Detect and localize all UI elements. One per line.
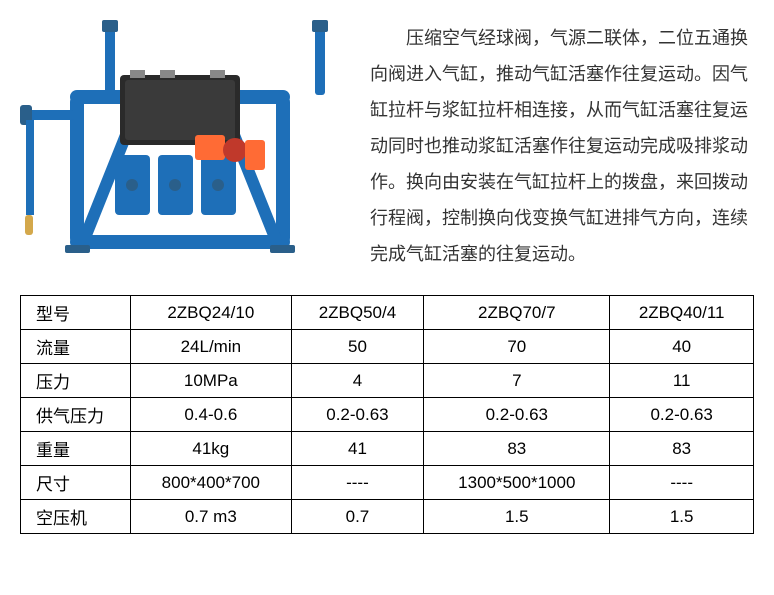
cell: 0.2-0.63 bbox=[610, 398, 754, 432]
table-row: 空压机 0.7 m3 0.7 1.5 1.5 bbox=[21, 500, 754, 534]
cell: 1.5 bbox=[610, 500, 754, 534]
row-label: 供气压力 bbox=[21, 398, 131, 432]
header-col1: 2ZBQ24/10 bbox=[131, 296, 292, 330]
table-row: 压力 10MPa 4 7 11 bbox=[21, 364, 754, 398]
cell: 41 bbox=[291, 432, 424, 466]
header-model: 型号 bbox=[21, 296, 131, 330]
description-text: 压缩空气经球阀，气源二联体，二位五通换向阀进入气缸，推动气缸活塞作往复运动。因气… bbox=[370, 15, 754, 275]
table-header-row: 型号 2ZBQ24/10 2ZBQ50/4 2ZBQ70/7 2ZBQ40/11 bbox=[21, 296, 754, 330]
table-row: 供气压力 0.4-0.6 0.2-0.63 0.2-0.63 0.2-0.63 bbox=[21, 398, 754, 432]
top-section: 压缩空气经球阀，气源二联体，二位五通换向阀进入气缸，推动气缸活塞作往复运动。因气… bbox=[20, 15, 754, 275]
cell: 0.7 m3 bbox=[131, 500, 292, 534]
cell: 24L/min bbox=[131, 330, 292, 364]
row-label: 空压机 bbox=[21, 500, 131, 534]
header-col2: 2ZBQ50/4 bbox=[291, 296, 424, 330]
table-row: 重量 41kg 41 83 83 bbox=[21, 432, 754, 466]
cell: ---- bbox=[291, 466, 424, 500]
cell: 0.7 bbox=[291, 500, 424, 534]
cell: 0.4-0.6 bbox=[131, 398, 292, 432]
cell: 10MPa bbox=[131, 364, 292, 398]
cell: 800*400*700 bbox=[131, 466, 292, 500]
row-label: 压力 bbox=[21, 364, 131, 398]
specification-table: 型号 2ZBQ24/10 2ZBQ50/4 2ZBQ70/7 2ZBQ40/11… bbox=[20, 295, 754, 534]
pump-illustration bbox=[20, 15, 350, 275]
cell: 50 bbox=[291, 330, 424, 364]
row-label: 流量 bbox=[21, 330, 131, 364]
cell: 11 bbox=[610, 364, 754, 398]
header-col3: 2ZBQ70/7 bbox=[424, 296, 610, 330]
cell: ---- bbox=[610, 466, 754, 500]
table-row: 流量 24L/min 50 70 40 bbox=[21, 330, 754, 364]
header-col4: 2ZBQ40/11 bbox=[610, 296, 754, 330]
cell: 70 bbox=[424, 330, 610, 364]
table-row: 尺寸 800*400*700 ---- 1300*500*1000 ---- bbox=[21, 466, 754, 500]
cell: 4 bbox=[291, 364, 424, 398]
cell: 41kg bbox=[131, 432, 292, 466]
cell: 7 bbox=[424, 364, 610, 398]
cell: 0.2-0.63 bbox=[291, 398, 424, 432]
row-label: 重量 bbox=[21, 432, 131, 466]
cell: 83 bbox=[610, 432, 754, 466]
cell: 0.2-0.63 bbox=[424, 398, 610, 432]
cell: 40 bbox=[610, 330, 754, 364]
cell: 1.5 bbox=[424, 500, 610, 534]
product-image bbox=[20, 15, 350, 275]
row-label: 尺寸 bbox=[21, 466, 131, 500]
cell: 1300*500*1000 bbox=[424, 466, 610, 500]
cell: 83 bbox=[424, 432, 610, 466]
